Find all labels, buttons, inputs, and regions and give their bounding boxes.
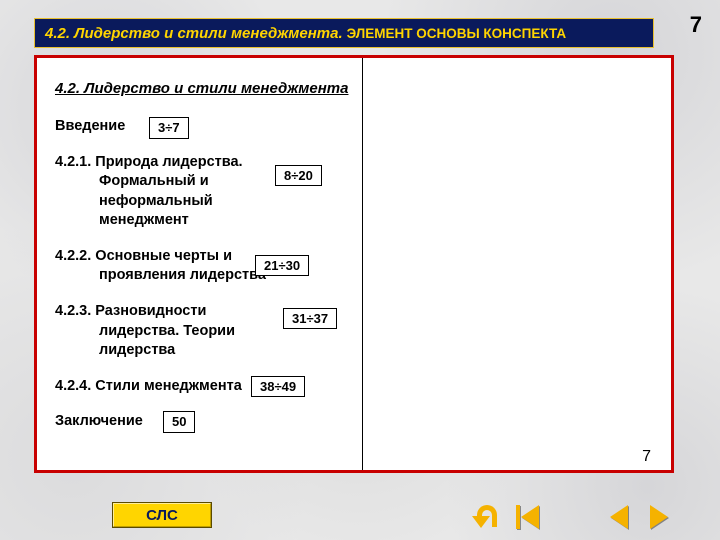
- triangle-left-icon: [521, 505, 539, 529]
- sls-button[interactable]: СЛС: [112, 502, 212, 528]
- page-range-badge: 21÷30: [255, 255, 309, 277]
- toc-entry: 4.2.1. Природа лидерства. Формальный и н…: [55, 153, 348, 231]
- toc-entry-text: Введение: [55, 117, 125, 137]
- content-panel: 4.2. Лидерство и стили менеджмента Введе…: [34, 55, 674, 473]
- header-title-main: 4.2. Лидерство и стили менеджмента.: [45, 25, 343, 42]
- triangle-left-icon: [610, 505, 628, 529]
- page-range-badge: 38÷49: [251, 376, 305, 398]
- toc-entry: 4.2.2. Основные черты и проявления лидер…: [55, 247, 348, 286]
- header-title-sub: ЭЛЕМЕНТ ОСНОВЫ КОНСПЕКТА: [347, 26, 566, 41]
- toc-entry: Заключение 50: [55, 412, 348, 432]
- nav-group-b: [604, 504, 674, 530]
- slide-header: 4.2. Лидерство и стили менеджмента. ЭЛЕМ…: [34, 18, 654, 48]
- nav-group-a: [472, 504, 542, 530]
- next-slide-button[interactable]: [644, 504, 674, 530]
- return-button[interactable]: [472, 504, 502, 530]
- toc-entry-text: 4.2.2. Основные черты и проявления лидер…: [55, 247, 270, 286]
- page-range-badge: 31÷37: [283, 308, 337, 330]
- page-number-top: 7: [690, 12, 702, 38]
- page-range-badge: 8÷20: [275, 165, 322, 187]
- first-slide-button[interactable]: [512, 504, 542, 530]
- triangle-right-icon: [650, 505, 668, 529]
- left-column: 4.2. Лидерство и стили менеджмента Введе…: [37, 58, 362, 470]
- bar-icon: [516, 505, 520, 529]
- toc-entry-text: 4.2.3. Разновидности лидерства. Теории л…: [55, 302, 270, 361]
- page-range-badge: 50: [163, 411, 195, 433]
- toc-entry-text: 4.2.4. Стили менеджмента: [55, 377, 242, 397]
- toc-entry: 4.2.3. Разновидности лидерства. Теории л…: [55, 302, 348, 361]
- prev-slide-button[interactable]: [604, 504, 634, 530]
- toc-entry: 4.2.4. Стили менеджмента 38÷49: [55, 377, 348, 397]
- section-title: 4.2. Лидерство и стили менеджмента: [55, 80, 348, 97]
- toc-entry-text: Заключение: [55, 412, 143, 432]
- page-number-inline: 7: [642, 448, 651, 466]
- uturn-icon: [474, 505, 500, 529]
- page-range-badge: 3÷7: [149, 117, 189, 139]
- toc-entry: Введение 3÷7: [55, 117, 348, 137]
- right-column: [362, 58, 671, 470]
- toc-entry-text: 4.2.1. Природа лидерства. Формальный и н…: [55, 153, 270, 231]
